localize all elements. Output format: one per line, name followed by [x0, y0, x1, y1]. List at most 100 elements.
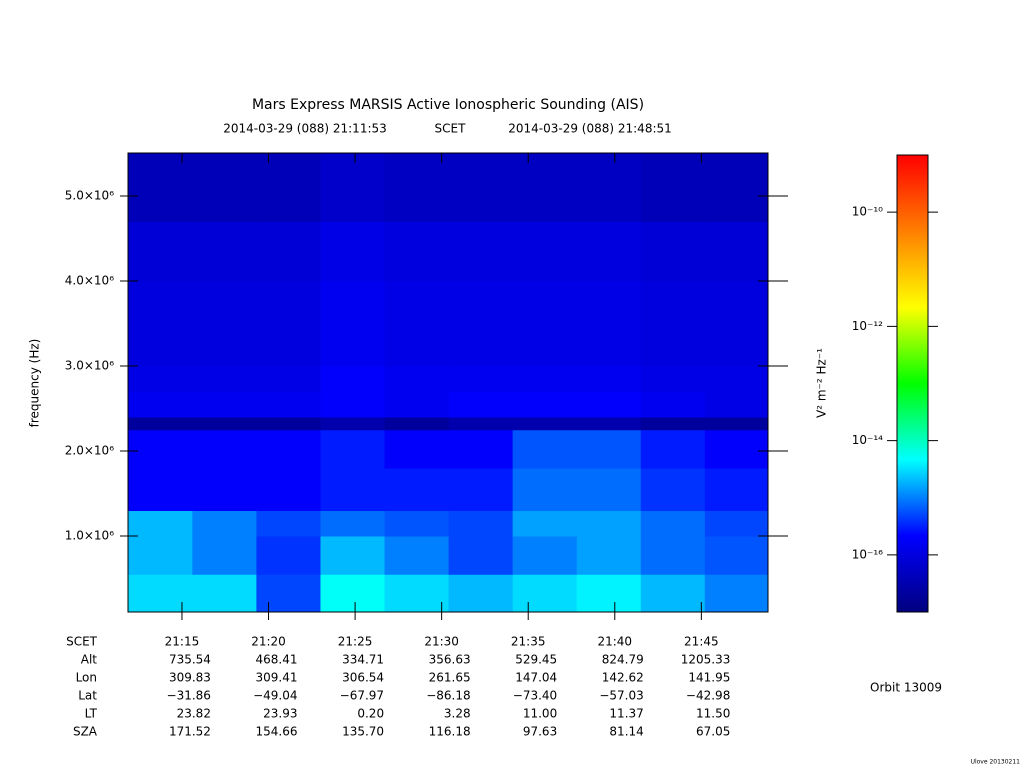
heatmap-cell — [256, 510, 321, 537]
y-axis-label: frequency (Hz) — [28, 339, 42, 428]
heatmap-cell — [128, 323, 193, 367]
ephemeris-value: −49.04 — [253, 689, 297, 703]
heatmap-cell — [512, 366, 578, 393]
heatmap-cell — [704, 391, 769, 418]
heatmap-cell — [128, 391, 193, 418]
heatmap-cell — [320, 153, 386, 223]
heatmap-cell — [192, 391, 257, 418]
y-tick-label: 3.0×10⁶ — [65, 359, 114, 373]
heatmap-cell — [704, 323, 769, 367]
ephemeris-label: Lon — [76, 671, 97, 685]
heatmap-cell — [128, 468, 193, 512]
heatmap-cell — [384, 323, 450, 367]
heatmap-cell — [192, 574, 257, 613]
heatmap-cell — [256, 417, 321, 431]
heatmap-cell — [192, 429, 257, 469]
ephemeris-value: 529.45 — [515, 653, 557, 667]
heatmap-cell — [640, 574, 706, 613]
heatmap-cell — [640, 366, 706, 393]
colorbar-tick-label: 10⁻¹⁰ — [852, 205, 883, 219]
heatmap-cell — [320, 536, 386, 575]
heatmap-cell — [640, 468, 706, 512]
heatmap-cell — [256, 366, 321, 393]
heatmap-cell — [320, 429, 386, 469]
heatmap-cell — [384, 153, 450, 223]
heatmap-cell — [384, 391, 450, 418]
ephemeris-value: 824.79 — [602, 653, 644, 667]
ephemeris-value: 67.05 — [696, 725, 730, 739]
heatmap-cell — [256, 574, 321, 613]
heatmap-cell — [128, 574, 193, 613]
x-tick-label: 21:35 — [511, 635, 546, 649]
heatmap-cell — [256, 153, 321, 223]
heatmap-cell — [512, 153, 578, 223]
heatmap-cell — [448, 429, 514, 469]
ephemeris-value: 1205.33 — [681, 653, 731, 667]
heatmap-cell — [640, 281, 706, 325]
heatmap-cell — [448, 281, 514, 325]
ephemeris-value: 135.70 — [342, 725, 384, 739]
heatmap-cell — [192, 417, 257, 431]
heatmap-cell — [320, 574, 386, 613]
heatmap-cell — [384, 510, 450, 537]
heatmap-cell — [128, 510, 193, 537]
ephemeris-value: 468.41 — [256, 653, 298, 667]
time-label: SCET — [435, 122, 467, 136]
colorbar-tick-label: 10⁻¹⁴ — [852, 433, 883, 447]
heatmap-cell — [128, 281, 193, 325]
heatmap-cell — [512, 281, 578, 325]
x-tick-label: 21:40 — [597, 635, 632, 649]
heatmap-cell — [512, 510, 578, 537]
ephemeris-value: −42.98 — [686, 689, 730, 703]
heatmap-cell — [256, 391, 321, 418]
ephemeris-value: 306.54 — [342, 671, 384, 685]
y-tick-label: 1.0×10⁶ — [65, 529, 114, 543]
heatmap-cell — [448, 391, 514, 418]
heatmap-cell — [448, 366, 514, 393]
heatmap-cell — [576, 221, 642, 282]
credit: Ulove 20130211 — [971, 759, 1021, 766]
heatmap-cell — [576, 536, 642, 575]
ephemeris-value: 3.28 — [444, 707, 471, 721]
heatmap-cell — [128, 536, 193, 575]
orbit-label: Orbit 13009 — [870, 681, 942, 695]
plot-frame — [127, 152, 769, 613]
heatmap-cell — [192, 221, 257, 282]
heatmap-cell — [320, 281, 386, 325]
heatmap-cell — [576, 281, 642, 325]
heatmap-cell — [256, 429, 321, 469]
heatmap-cell — [448, 536, 514, 575]
heatmap-cell — [320, 468, 386, 512]
heatmap-cell — [320, 221, 386, 282]
heatmap-cell — [256, 221, 321, 282]
heatmap-cell — [640, 429, 706, 469]
heatmap-cell — [576, 366, 642, 393]
ephemeris-value: 309.83 — [169, 671, 211, 685]
heatmap-cell — [384, 468, 450, 512]
heatmap-cell — [320, 510, 386, 537]
y-tick-label: 2.0×10⁶ — [65, 444, 114, 458]
ephemeris-value: 309.41 — [256, 671, 298, 685]
heatmap-cell — [320, 323, 386, 367]
heatmap-cell — [704, 574, 769, 613]
heatmap-cell — [192, 468, 257, 512]
heatmap-cell — [128, 221, 193, 282]
ephemeris-value: 97.63 — [523, 725, 557, 739]
ephemeris-value: 735.54 — [169, 653, 211, 667]
heatmap-cell — [576, 510, 642, 537]
end-time: 2014-03-29 (088) 21:48:51 — [508, 122, 672, 136]
heatmap-cell — [640, 153, 706, 223]
ephemeris-label: LT — [85, 707, 98, 721]
heatmap-cell — [512, 574, 578, 613]
ephemeris-value: −67.97 — [340, 689, 384, 703]
heatmap-cell — [576, 574, 642, 613]
heatmap-cell — [448, 417, 514, 431]
ephemeris-label: Alt — [81, 653, 98, 667]
colorbar-label: V² m⁻² Hz⁻¹ — [815, 348, 829, 418]
ephemeris-value: 141.95 — [688, 671, 730, 685]
heatmap-cell — [512, 391, 578, 418]
ephemeris-value: −86.18 — [426, 689, 470, 703]
heatmap-cell — [128, 153, 193, 223]
heatmap-cell — [640, 391, 706, 418]
